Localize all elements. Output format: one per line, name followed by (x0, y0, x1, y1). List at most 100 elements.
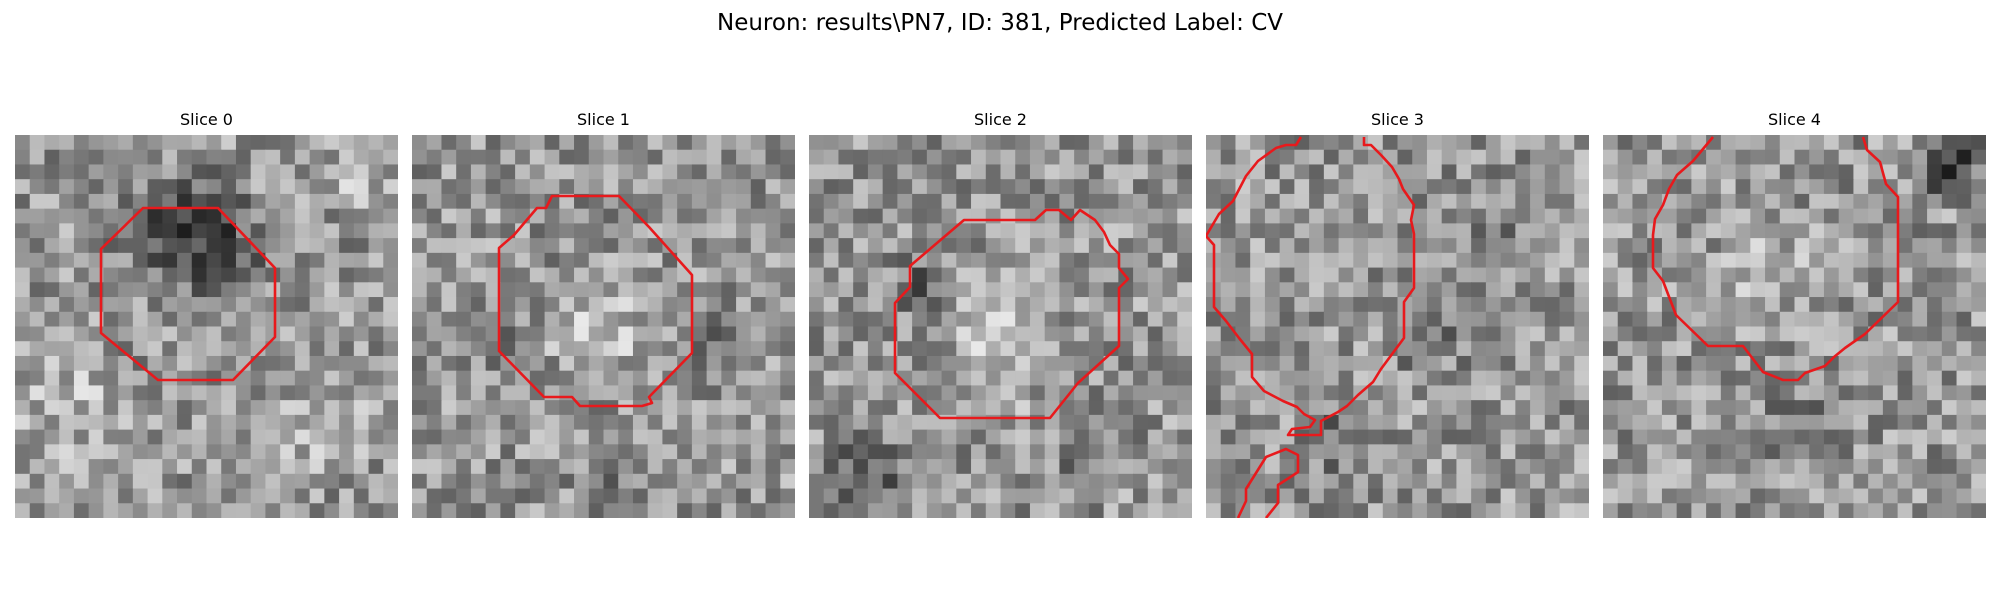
pixel (588, 223, 605, 239)
pixel (353, 341, 370, 357)
pixel (1794, 179, 1810, 195)
pixel (809, 238, 825, 254)
pixel (780, 135, 795, 151)
pixel (103, 459, 119, 475)
pixel (470, 252, 487, 269)
pixel (515, 341, 531, 357)
pixel (1426, 459, 1443, 475)
pixel (324, 473, 340, 490)
pixel (177, 193, 193, 210)
pixel (1485, 473, 1502, 490)
pixel (426, 238, 443, 254)
pixel (309, 459, 325, 475)
pixel (1882, 311, 1899, 328)
pixel (1971, 179, 1986, 195)
contour-outline-0 (99, 206, 277, 382)
pixel (59, 252, 75, 269)
pixel (426, 385, 443, 401)
pixel (1941, 149, 1958, 166)
pixel (706, 238, 722, 254)
pixel (1323, 385, 1340, 401)
pixel (662, 135, 678, 151)
pixel (809, 429, 825, 445)
pixel (441, 488, 457, 504)
pixel (721, 400, 737, 416)
pixel (721, 341, 737, 357)
pixel (339, 473, 355, 490)
pixel (15, 414, 31, 431)
pixel (1794, 135, 1810, 151)
pixel (515, 355, 531, 372)
pixel (603, 414, 619, 431)
pixel (1706, 208, 1722, 224)
pixel (1000, 238, 1016, 254)
pixel (1000, 252, 1016, 269)
pixel (971, 223, 987, 239)
pixel (1220, 149, 1237, 166)
pixel (1485, 252, 1502, 269)
pixel (1397, 223, 1413, 239)
pixel (926, 282, 943, 298)
pixel (1530, 179, 1546, 195)
pixel (441, 238, 457, 254)
pixel (1956, 135, 1972, 151)
pixel (456, 238, 472, 254)
pixel (1264, 252, 1281, 269)
pixel (1015, 400, 1031, 416)
pixel (147, 179, 163, 195)
pixel (926, 149, 943, 166)
pixel (1426, 297, 1443, 313)
pixel (941, 326, 957, 342)
pixel (956, 459, 972, 475)
pixel (529, 400, 546, 416)
pixel (1765, 503, 1781, 518)
pixel (1720, 370, 1737, 387)
pixel (1294, 341, 1310, 357)
pixel (1823, 370, 1840, 387)
pixel (1000, 341, 1016, 357)
pixel (1617, 429, 1634, 445)
pixel (412, 238, 428, 254)
pixel (1574, 311, 1589, 328)
pixel (677, 400, 693, 416)
pixel (1015, 223, 1031, 239)
pixel (500, 149, 516, 166)
pixel (1471, 179, 1487, 195)
pixel (1441, 193, 1458, 210)
slice-pixel-grid-4 (1603, 135, 1986, 518)
pixel (132, 223, 149, 239)
pixel (691, 341, 708, 357)
pixel (1853, 223, 1869, 239)
pixel (339, 267, 355, 283)
pixel (647, 193, 664, 210)
pixel (1235, 429, 1251, 445)
pixel (1235, 267, 1251, 283)
pixel (1927, 341, 1943, 357)
pixel (1897, 459, 1913, 475)
pixel (838, 355, 854, 372)
pixel (632, 164, 649, 180)
pixel (1574, 341, 1589, 357)
pixel (691, 459, 708, 475)
pixel (162, 149, 178, 166)
pixel (206, 208, 222, 224)
pixel (603, 444, 619, 460)
pixel (1074, 385, 1090, 401)
pixel (1309, 473, 1325, 490)
pixel (88, 341, 104, 357)
pixel (1676, 297, 1692, 313)
pixel (838, 400, 854, 416)
pixel (412, 223, 428, 239)
slice-image-2 (809, 135, 1192, 518)
pixel (324, 135, 340, 151)
pixel (662, 503, 678, 518)
pixel (1500, 400, 1516, 416)
pixel (691, 473, 708, 490)
pixel (721, 193, 737, 210)
pixel (1088, 341, 1105, 357)
pixel (544, 252, 560, 269)
pixel (1471, 400, 1487, 416)
pixel (897, 341, 913, 357)
pixel (353, 193, 370, 210)
pixel (1162, 297, 1178, 313)
